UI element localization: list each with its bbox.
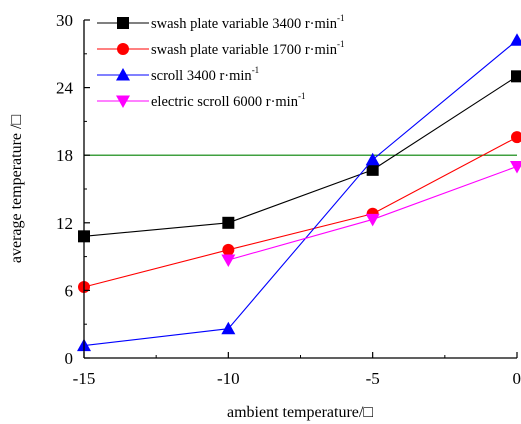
data-point <box>511 70 521 83</box>
legend-entry: scroll 3400 r·min-1 <box>97 65 259 84</box>
x-tick-label: -5 <box>366 369 380 388</box>
legend-entry: swash plate variable 1700 r·min-1 <box>97 39 345 58</box>
legend: swash plate variable 3400 r·min-1 swash p… <box>97 13 345 110</box>
x-tick-label: -15 <box>73 369 96 388</box>
y-tick-label: 6 <box>65 281 74 300</box>
legend-marker <box>117 43 129 55</box>
axes-layer: 0 6 12 18 24 30 -15 -10 -5 0 <box>56 11 521 388</box>
series-line <box>83 75 518 237</box>
legend-label: electric scroll 6000 r·min-1 <box>151 91 305 110</box>
series-line <box>83 136 518 288</box>
legend-label: scroll 3400 r·min-1 <box>151 65 259 84</box>
data-point <box>365 152 380 166</box>
legend-label: swash plate variable 1700 r·min-1 <box>151 39 345 58</box>
data-point <box>366 163 379 176</box>
legend-label-superscript: -1 <box>252 65 260 75</box>
data-point <box>511 131 521 144</box>
legend-entry: electric scroll 6000 r·min-1 <box>97 91 305 110</box>
y-tick-label: 30 <box>56 11 73 30</box>
legend-marker <box>116 68 130 81</box>
x-tick-label: 0 <box>513 369 521 388</box>
legend-label-superscript: -1 <box>337 13 345 23</box>
data-point <box>222 216 235 229</box>
series-4 <box>221 160 521 267</box>
y-tick-label: 12 <box>56 214 73 233</box>
data-point <box>365 213 380 227</box>
data-point <box>510 33 521 46</box>
legend-marker <box>116 95 130 108</box>
legend-label: swash plate variable 3400 r·min-1 <box>151 13 345 32</box>
data-point <box>221 254 236 267</box>
legend-marker <box>117 17 129 29</box>
x-tick-label: -10 <box>217 369 240 388</box>
series-line <box>83 39 518 347</box>
y-axis-label: average temperature /□ <box>8 115 25 264</box>
y-tick-label: 24 <box>56 79 74 98</box>
y-tick-label: 0 <box>65 349 74 368</box>
series-3 <box>77 33 521 352</box>
legend-label-superscript: -1 <box>298 91 306 101</box>
x-axis-label: ambient temperature/□ <box>227 404 373 421</box>
legend-entry: swash plate variable 3400 r·min-1 <box>97 13 345 32</box>
data-point <box>221 321 236 335</box>
legend-label-superscript: -1 <box>337 39 345 49</box>
data-point <box>222 243 235 256</box>
series-layer <box>77 33 521 352</box>
data-point <box>510 160 521 174</box>
y-tick-label: 18 <box>56 146 73 165</box>
